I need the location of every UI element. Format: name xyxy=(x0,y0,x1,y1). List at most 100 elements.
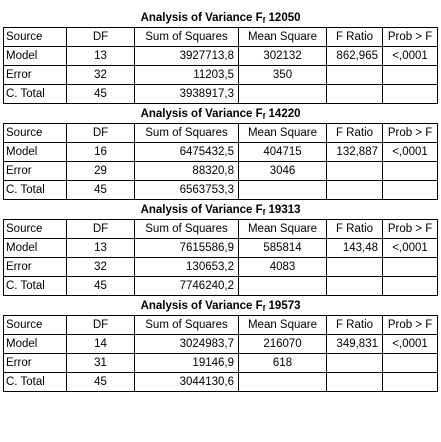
cell-mean-square: 618 xyxy=(238,353,327,373)
header-source: Source xyxy=(3,315,67,335)
cell-df: 29 xyxy=(66,161,135,181)
cell-sum-of-squares: 3044130,6 xyxy=(134,372,239,392)
cell-df: 16 xyxy=(66,142,135,162)
model-row: Model 13 7615586,9 585814 143,48 <,0001 xyxy=(3,238,439,258)
cell-prob-f xyxy=(381,276,439,296)
cell-prob-f xyxy=(381,84,439,104)
anova-title-row: Analysis of Variance Ff 19573 xyxy=(4,296,438,316)
header-sum-of-squares: Sum of Squares xyxy=(134,27,239,47)
header-prob-f: Prob > F xyxy=(381,123,439,143)
cell-source: C. Total xyxy=(3,84,67,104)
header-prob-f: Prob > F xyxy=(381,27,439,47)
cell-source: Model xyxy=(3,46,67,66)
header-sum-of-squares: Sum of Squares xyxy=(134,123,239,143)
cell-sum-of-squares: 6563753,3 xyxy=(134,180,239,200)
header-df: DF xyxy=(66,315,135,335)
anova-table: Analysis of Variance Ff 12050 Source DF Sum… xyxy=(3,8,439,392)
cell-df: 13 xyxy=(66,238,135,258)
cell-prob-f xyxy=(381,372,439,392)
cell-source: Error xyxy=(3,257,67,277)
header-row: Source DF Sum of Squares Mean Square F Ratio… xyxy=(3,315,439,335)
cell-f-ratio xyxy=(326,161,383,181)
cell-f-ratio xyxy=(326,276,383,296)
cell-mean-square: 4083 xyxy=(238,257,327,277)
anova-title: Analysis of Variance Ff 14220 xyxy=(4,104,438,124)
cell-mean-square: 3046 xyxy=(238,161,327,181)
model-row: Model 13 3927713,8 302132 862,965 <,0001 xyxy=(3,46,439,66)
cell-df: 45 xyxy=(66,180,135,200)
anova-title: Analysis of Variance Ff 12050 xyxy=(4,8,438,28)
cell-sum-of-squares: 7615586,9 xyxy=(134,238,239,258)
cell-sum-of-squares: 3024983,7 xyxy=(134,334,239,354)
cell-df: 45 xyxy=(66,84,135,104)
cell-prob-f: <,0001 xyxy=(381,142,439,162)
header-prob-f: Prob > F xyxy=(381,315,439,335)
cell-f-ratio xyxy=(326,372,383,392)
cell-f-ratio xyxy=(326,84,383,104)
cell-mean-square xyxy=(238,372,327,392)
cell-df: 14 xyxy=(66,334,135,354)
cell-f-ratio xyxy=(326,180,383,200)
header-f-ratio: F Ratio xyxy=(326,219,383,239)
header-source: Source xyxy=(3,27,67,47)
c-total-row: C. Total 45 6563753,3 xyxy=(3,180,439,200)
cell-source: Model xyxy=(3,238,67,258)
cell-source: Model xyxy=(3,142,67,162)
anova-title: Analysis of Variance Ff 19573 xyxy=(4,296,438,316)
cell-df: 32 xyxy=(66,65,135,85)
anova-title-prefix: Analysis of Variance F xyxy=(140,107,263,120)
header-mean-square: Mean Square xyxy=(238,219,327,239)
anova-title-id: 19313 xyxy=(265,203,301,216)
anova-title-subscript: f xyxy=(262,303,266,313)
header-df: DF xyxy=(66,27,135,47)
cell-f-ratio: 349,831 xyxy=(326,334,383,354)
anova-title-subscript: f xyxy=(262,111,266,121)
cell-source: C. Total xyxy=(3,372,67,392)
cell-mean-square: 216070 xyxy=(238,334,327,354)
cell-sum-of-squares: 3927713,8 xyxy=(134,46,239,66)
header-f-ratio: F Ratio xyxy=(326,315,383,335)
cell-f-ratio xyxy=(326,353,383,373)
error-row: Error 29 88320,8 3046 xyxy=(3,161,439,181)
anova-title-prefix: Analysis of Variance F xyxy=(140,299,263,312)
error-row: Error 32 11203,5 350 xyxy=(3,65,439,85)
header-mean-square: Mean Square xyxy=(238,315,327,335)
header-source: Source xyxy=(3,123,67,143)
header-row: Source DF Sum of Squares Mean Square F Ratio… xyxy=(3,219,439,239)
cell-sum-of-squares: 3938917,3 xyxy=(134,84,239,104)
cell-df: 13 xyxy=(66,46,135,66)
cell-prob-f xyxy=(381,161,439,181)
anova-title-prefix: Analysis of Variance F xyxy=(140,203,263,216)
cell-source: Error xyxy=(3,161,67,181)
header-sum-of-squares: Sum of Squares xyxy=(134,219,239,239)
cell-prob-f xyxy=(381,257,439,277)
cell-mean-square: 350 xyxy=(238,65,327,85)
c-total-row: C. Total 45 3044130,6 xyxy=(3,372,439,392)
header-row: Source DF Sum of Squares Mean Square F Ratio… xyxy=(3,123,439,143)
cell-sum-of-squares: 130653,2 xyxy=(134,257,239,277)
cell-prob-f: <,0001 xyxy=(381,46,439,66)
cell-sum-of-squares: 6475432,5 xyxy=(134,142,239,162)
anova-title-subscript: f xyxy=(262,207,266,217)
cell-source: C. Total xyxy=(3,180,67,200)
anova-sheet: Analysis of Variance Ff 12050 Source DF Sum… xyxy=(3,8,439,392)
cell-f-ratio xyxy=(326,257,383,277)
header-df: DF xyxy=(66,219,135,239)
anova-title: Analysis of Variance Ff 19313 xyxy=(4,200,438,220)
header-f-ratio: F Ratio xyxy=(326,27,383,47)
cell-prob-f xyxy=(381,180,439,200)
cell-sum-of-squares: 7746240,2 xyxy=(134,276,239,296)
cell-mean-square: 404715 xyxy=(238,142,327,162)
cell-source: Model xyxy=(3,334,67,354)
anova-title-id: 14220 xyxy=(265,107,301,120)
cell-f-ratio: 862,965 xyxy=(326,46,383,66)
cell-mean-square: 302132 xyxy=(238,46,327,66)
c-total-row: C. Total 45 7746240,2 xyxy=(3,276,439,296)
model-row: Model 16 6475432,5 404715 132,887 <,0001 xyxy=(3,142,439,162)
cell-f-ratio: 143,48 xyxy=(326,238,383,258)
error-row: Error 31 19146,9 618 xyxy=(3,353,439,373)
c-total-row: C. Total 45 3938917,3 xyxy=(3,84,439,104)
header-row: Source DF Sum of Squares Mean Square F Ratio… xyxy=(3,27,439,47)
cell-prob-f: <,0001 xyxy=(381,238,439,258)
anova-title-subscript: f xyxy=(262,15,266,25)
